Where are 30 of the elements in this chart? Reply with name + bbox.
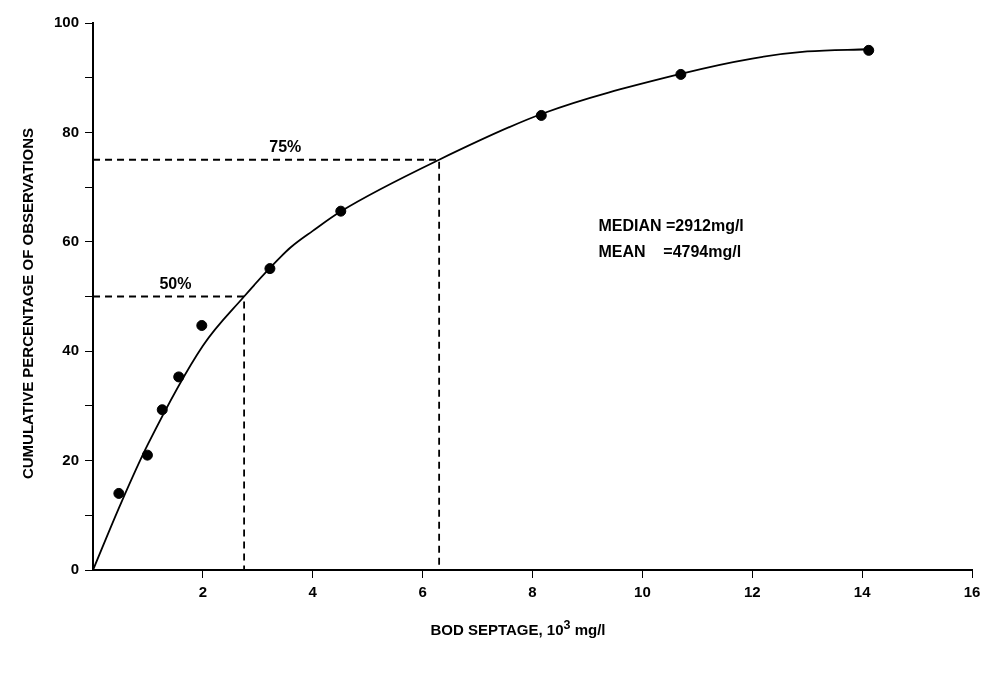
point bbox=[675, 68, 687, 80]
point bbox=[196, 319, 208, 331]
y-tick-label: 0 bbox=[70, 560, 80, 578]
point bbox=[173, 371, 185, 383]
y-axis-title: CUMULATIVE PERCENTAGE OF OBSERVATIONS bbox=[19, 127, 37, 479]
x-axis-title: BOD SEPTAGE, 10$^{3}$ mg/l bbox=[429, 618, 607, 638]
point bbox=[535, 109, 547, 121]
x-tick-label: 10 bbox=[634, 583, 651, 601]
y-tick-label: 80 bbox=[62, 122, 80, 140]
x-tick-label: 6 bbox=[418, 583, 427, 601]
x-tick-label: 2 bbox=[198, 583, 208, 601]
annotation: MEAN =4794mg/l bbox=[598, 242, 742, 260]
point bbox=[863, 44, 875, 56]
annotation: 75% bbox=[269, 137, 302, 155]
y-tick-label: 60 bbox=[62, 231, 80, 249]
x-tick-label: 12 bbox=[743, 583, 761, 601]
annotation: 50% bbox=[159, 274, 192, 292]
y-tick-label: 40 bbox=[62, 341, 80, 359]
x-tick-label: 4 bbox=[308, 583, 318, 601]
x-tick-label: 16 bbox=[963, 583, 981, 601]
annotation: MEDIAN =2912mg/l bbox=[598, 216, 744, 234]
y-tick-label: 20 bbox=[62, 450, 80, 468]
point bbox=[335, 205, 347, 217]
x-tick-label: 14 bbox=[853, 583, 872, 601]
x-tick-label: 8 bbox=[528, 583, 537, 601]
point bbox=[264, 263, 276, 275]
point bbox=[113, 487, 125, 499]
y-tick-label: 100 bbox=[54, 13, 80, 31]
point bbox=[156, 404, 168, 416]
point bbox=[141, 449, 153, 461]
